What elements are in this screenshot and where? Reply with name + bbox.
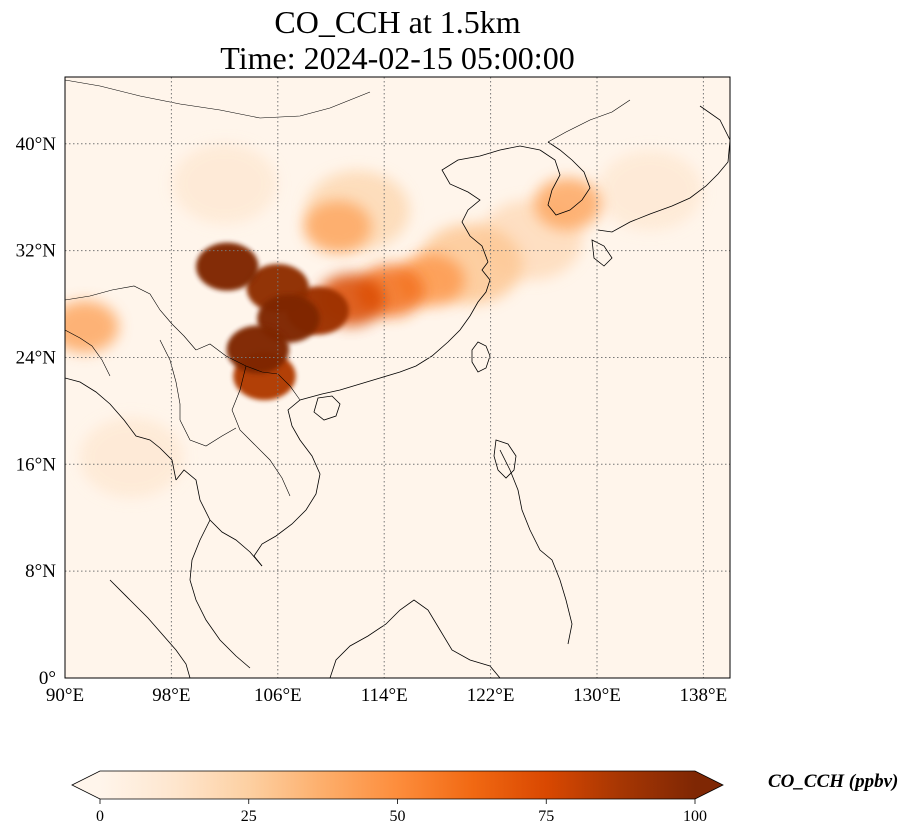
border-india-burma	[65, 329, 111, 377]
border-thailand	[179, 419, 237, 447]
coastline-korea	[539, 141, 591, 216]
longitude-tick-labels: 90°E 98°E 106°E 114°E 122°E 130°E 138°E	[46, 685, 727, 706]
colorbar-tick-label: 100	[683, 808, 707, 825]
plume-cell	[79, 417, 184, 498]
coastline-china-east	[321, 261, 491, 395]
lat-tick-label: 40°N	[16, 134, 57, 155]
colorbar-tick-label: 75	[538, 808, 554, 825]
colorbar: 0 25 50 75 100 CO_CCH (ppbv)	[71, 770, 898, 825]
plume-cell	[303, 200, 372, 253]
colorbar-extend-max	[695, 771, 723, 799]
gridlines	[65, 77, 730, 678]
lat-tick-label: 8°N	[25, 561, 56, 582]
border-burma-east	[159, 339, 181, 420]
coastline-bohai	[441, 145, 541, 263]
lat-tick-label: 32°N	[16, 241, 57, 262]
coastline-taiwan	[471, 341, 491, 373]
plume-cell	[172, 143, 277, 224]
concentration-field	[65, 143, 703, 498]
lon-tick-label: 138°E	[680, 685, 728, 706]
colorbar-label: CO_CCH (ppbv)	[768, 771, 898, 792]
colorbar-gradient	[100, 771, 695, 799]
map-title: CO_CCH at 1.5km	[274, 4, 521, 40]
plume-cell	[533, 177, 602, 230]
coastline-malay	[189, 519, 251, 669]
map-subtitle-time: Time: 2024-02-15 05:00:00	[220, 40, 575, 76]
coastlines-and-borders	[65, 79, 730, 678]
coastline-borneo	[329, 599, 501, 678]
plume-cell	[226, 325, 290, 374]
lon-tick-label: 106°E	[254, 685, 302, 706]
colorbar-tick-label: 0	[96, 808, 104, 825]
lon-tick-label: 90°E	[46, 685, 84, 706]
lat-tick-label: 0°	[39, 668, 56, 689]
coastline-kyushu	[591, 239, 613, 267]
lon-tick-label: 130°E	[573, 685, 621, 706]
plume-cell	[196, 242, 259, 291]
coastline-luzon	[493, 439, 517, 479]
coastline-burma	[65, 377, 177, 481]
border-mongolia	[65, 79, 371, 119]
coastline-philippines	[499, 449, 573, 645]
map-frame	[64, 76, 731, 679]
colorbar-extend-min	[72, 771, 100, 799]
plume-cell	[65, 300, 119, 353]
coastline-hainan	[313, 395, 341, 421]
latitude-tick-labels: 0° 8°N 16°N 24°N 32°N 40°N	[16, 134, 57, 689]
border-laos-vietnam	[231, 365, 291, 497]
plume-cell	[598, 150, 703, 231]
colorbar-ticks: 0 25 50 75 100	[96, 799, 707, 825]
border-china-west	[65, 285, 197, 351]
lon-tick-label: 98°E	[152, 685, 190, 706]
coastline-sumatra	[109, 579, 191, 678]
colorbar-tick-label: 25	[241, 808, 257, 825]
lon-tick-label: 114°E	[361, 685, 408, 706]
border-nk-china	[547, 99, 631, 143]
border-china-south	[195, 343, 301, 401]
lat-tick-label: 16°N	[16, 454, 57, 475]
colorbar-tick-label: 50	[390, 808, 406, 825]
coastline-indochina	[253, 393, 323, 567]
lat-tick-label: 24°N	[16, 347, 57, 368]
coastline-japan	[597, 105, 730, 233]
coastline-gulf-thailand	[175, 469, 263, 567]
lon-tick-label: 122°E	[467, 685, 515, 706]
